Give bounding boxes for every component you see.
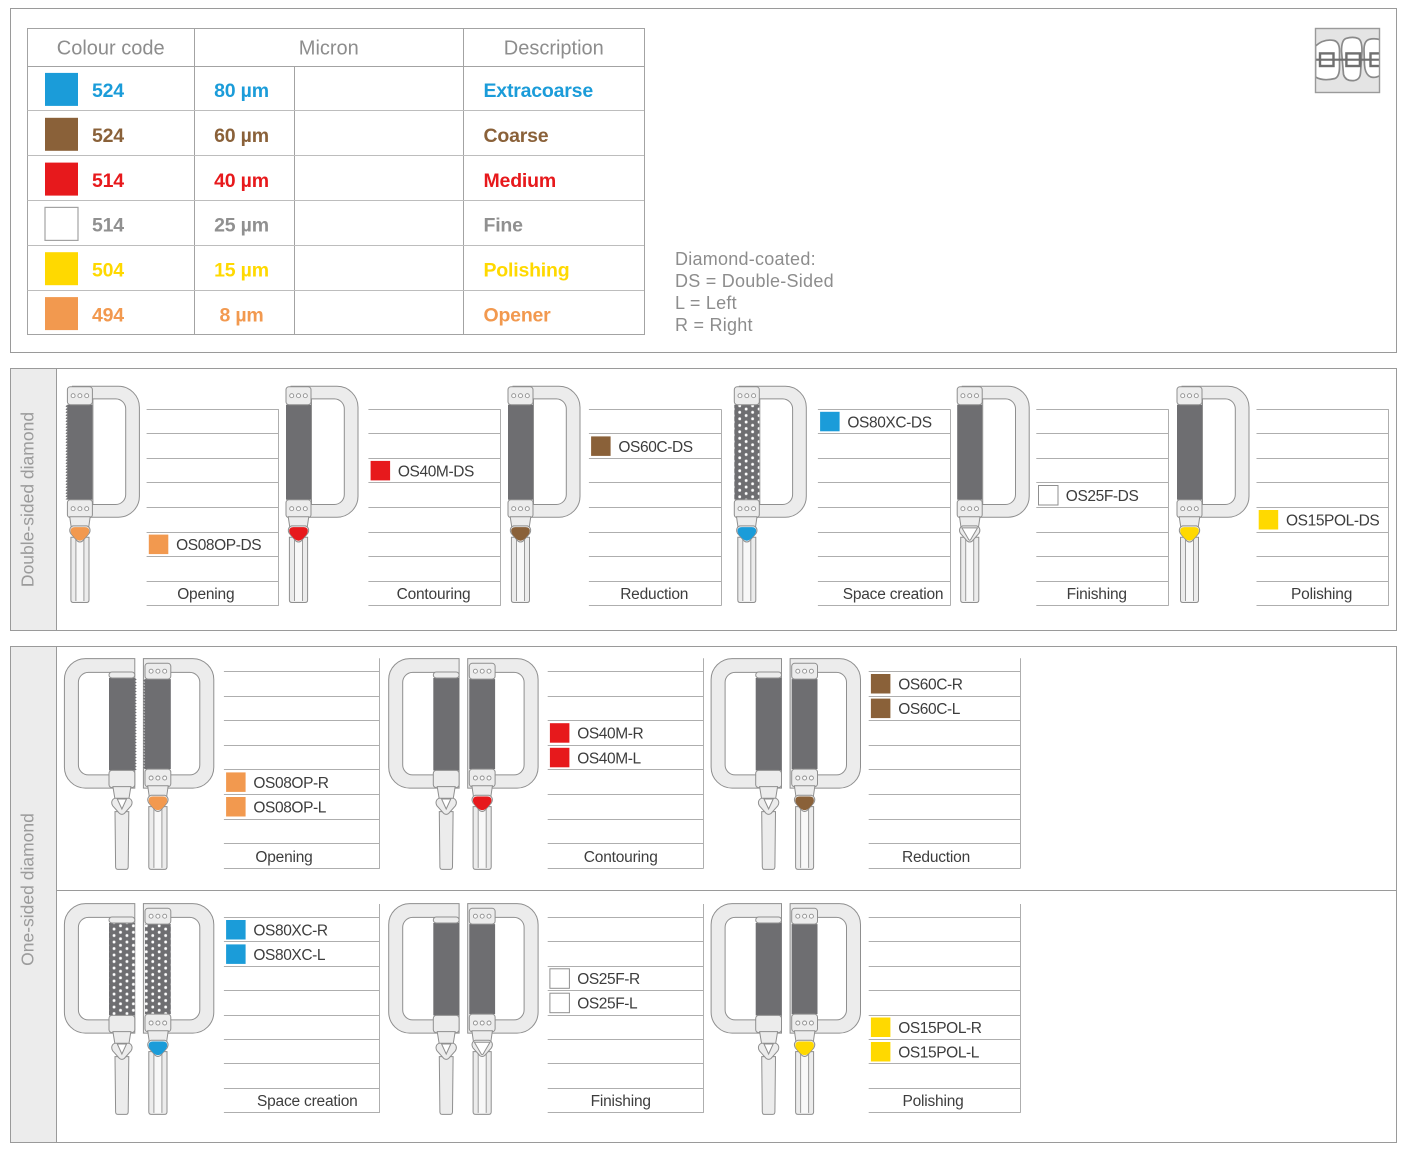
svg-text:524: 524 [92,125,124,147]
svg-text:514: 514 [92,170,124,192]
svg-text:504: 504 [92,259,124,281]
svg-text:Contouring: Contouring [584,849,658,866]
svg-text:Extracoarse: Extracoarse [484,80,594,102]
svg-text:Opening: Opening [177,586,234,603]
svg-text:OS08OP-DS: OS08OP-DS [176,537,261,554]
svg-text:Description: Description [504,38,604,60]
svg-text:Micron: Micron [299,38,359,60]
svg-text:25 µm: 25 µm [214,215,269,237]
svg-text:OS80XC-L: OS80XC-L [253,947,326,964]
svg-text:Diamond-coated:: Diamond-coated: [675,249,816,269]
svg-text:Space creation: Space creation [843,586,944,603]
svg-text:15 µm: 15 µm [214,259,269,281]
svg-text:Reduction: Reduction [902,849,970,866]
svg-text:524: 524 [92,80,124,102]
svg-text:OS40M-R: OS40M-R [577,726,643,743]
svg-text:Coarse: Coarse [484,125,549,147]
svg-text:R = Right: R = Right [675,315,753,335]
svg-text:One-sided diamond: One-sided diamond [18,813,38,966]
svg-text:Finishing: Finishing [1067,586,1127,603]
svg-text:8 µm: 8 µm [219,304,263,326]
svg-text:494: 494 [92,304,124,326]
svg-text:Polishing: Polishing [902,1093,963,1110]
svg-text:Medium: Medium [484,170,556,192]
svg-text:OS25F-DS: OS25F-DS [1066,488,1139,505]
svg-text:Opener: Opener [484,304,552,326]
svg-text:OS15POL-DS: OS15POL-DS [1286,513,1379,530]
svg-text:OS15POL-L: OS15POL-L [898,1044,980,1061]
svg-text:OS80XC-R: OS80XC-R [253,922,328,939]
svg-text:Double-sided diamond: Double-sided diamond [18,412,38,587]
svg-text:OS60C-DS: OS60C-DS [618,439,692,456]
svg-text:Finishing: Finishing [591,1093,651,1110]
svg-text:Reduction: Reduction [620,586,688,603]
svg-text:Fine: Fine [484,215,524,237]
svg-text:OS40M-L: OS40M-L [577,750,641,767]
svg-text:40 µm: 40 µm [214,170,269,192]
svg-text:OS25F-R: OS25F-R [577,971,640,988]
svg-text:DS = Double-Sided: DS = Double-Sided [675,271,834,291]
svg-text:OS08OP-R: OS08OP-R [253,775,328,792]
svg-text:OS80XC-DS: OS80XC-DS [847,414,931,431]
svg-text:OS40M-DS: OS40M-DS [398,463,474,480]
svg-text:Contouring: Contouring [397,586,471,603]
svg-text:Colour code: Colour code [57,38,165,60]
svg-text:OS60C-R: OS60C-R [898,677,963,694]
svg-text:Polishing: Polishing [484,259,570,281]
svg-text:Opening: Opening [255,849,312,866]
svg-text:OS15POL-R: OS15POL-R [898,1020,982,1037]
svg-text:60 µm: 60 µm [214,125,269,147]
svg-text:80 µm: 80 µm [214,80,269,102]
svg-text:Polishing: Polishing [1291,586,1352,603]
svg-text:OS60C-L: OS60C-L [898,701,961,718]
svg-text:L = Left: L = Left [675,293,737,313]
svg-text:OS08OP-L: OS08OP-L [253,800,326,817]
svg-text:Space creation: Space creation [257,1093,358,1110]
svg-text:514: 514 [92,215,124,237]
svg-text:OS25F-L: OS25F-L [577,996,638,1013]
